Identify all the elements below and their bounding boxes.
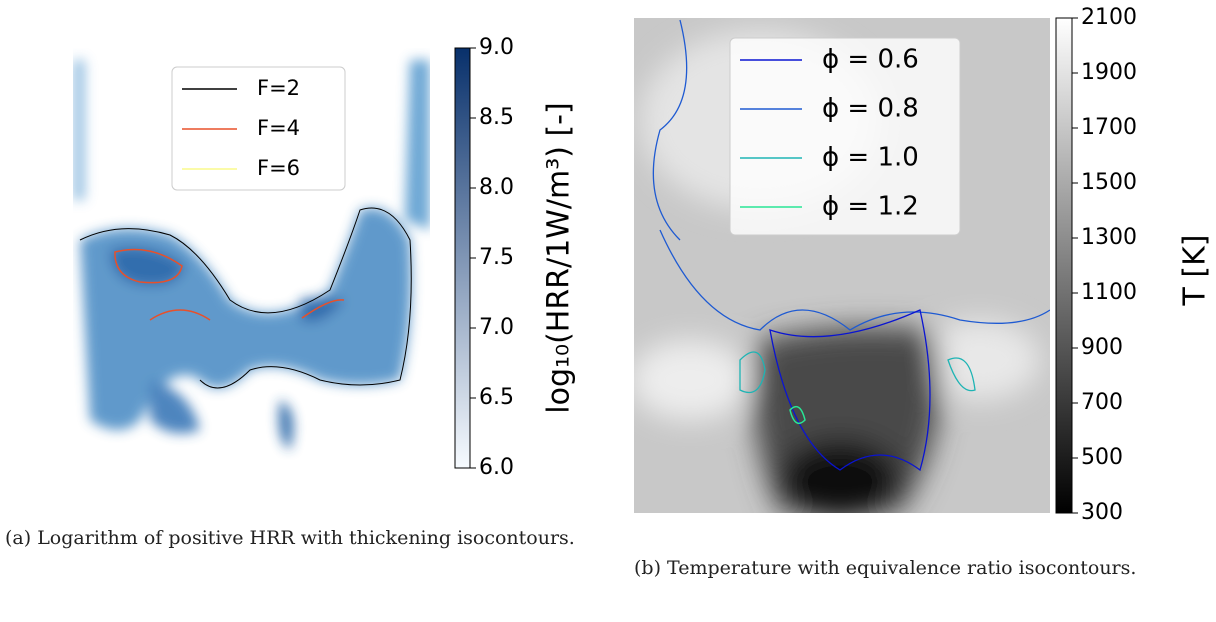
colorbar-tick-label: 9.0: [479, 35, 514, 60]
colorbar-tick-label: 7.0: [479, 315, 514, 340]
colorbar-label: T [K]: [1178, 235, 1213, 307]
colorbar-tick-label: 500: [1081, 445, 1123, 470]
colorbar-label: log₁₀(HRR/1W/m³) [-]: [542, 102, 577, 413]
colorbar-tick-label: 8.0: [479, 175, 514, 200]
temperature-field: [634, 18, 1050, 513]
colorbar-tick-label: 1900: [1081, 60, 1137, 85]
colorbar-tick-label: 6.0: [479, 455, 514, 480]
colorbar-tick-label: 7.5: [479, 245, 514, 270]
caption-a: (a) Logarithm of positive HRR with thick…: [5, 527, 575, 549]
colorbar-tick-label: 300: [1081, 500, 1123, 525]
colorbar-tick-label: 2100: [1081, 5, 1137, 30]
colorbar-tick-label: 8.5: [479, 105, 514, 130]
legend-label: F=2: [257, 76, 300, 100]
legend-box: [729, 37, 961, 236]
legend-label: F=4: [257, 116, 300, 140]
colorbar-tick-label: 900: [1081, 335, 1123, 360]
legend-label: ϕ = 0.8: [822, 94, 919, 124]
hrr-field: [73, 60, 430, 450]
overlays: 6.0 6.5 7.0 7.5 8.0 8.5 9.0 log₁₀(HRR/1W/m³) [-…: [171, 5, 1213, 525]
legend-label: ϕ = 1.0: [822, 143, 919, 173]
legend-label: ϕ = 1.2: [822, 192, 919, 222]
colorbar: [454, 47, 471, 469]
colorbar-tick-label: 1300: [1081, 225, 1137, 250]
colorbar-tick-label: 1700: [1081, 115, 1137, 140]
caption-b: (b) Temperature with equivalence ratio i…: [634, 557, 1137, 579]
colorbar: [1055, 17, 1073, 514]
legend-label: ϕ = 0.6: [822, 45, 919, 75]
colorbar-tick-label: 700: [1081, 390, 1123, 415]
colorbar-tick-label: 6.5: [479, 385, 514, 410]
legend-label: F=6: [257, 156, 300, 180]
legend-box: [171, 66, 346, 191]
colorbar-tick-label: 1500: [1081, 170, 1137, 195]
colorbar-tick-label: 1100: [1081, 280, 1137, 305]
